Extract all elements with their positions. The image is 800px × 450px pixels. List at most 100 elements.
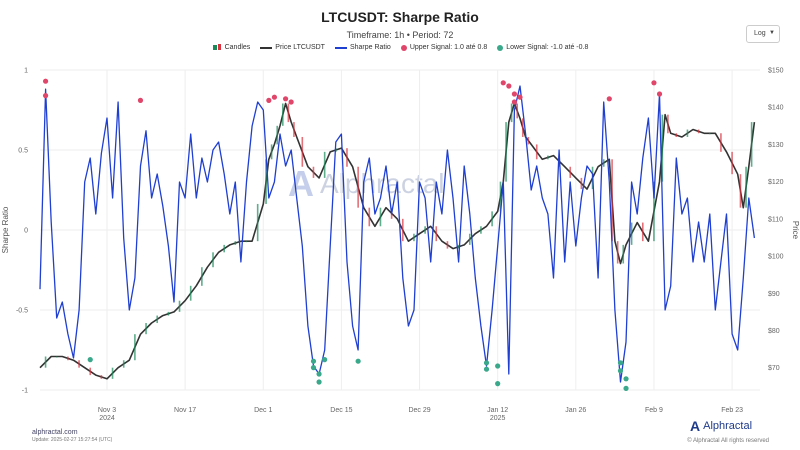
upper-signal-point [137,97,144,103]
legend-item-upper-signal[interactable]: Upper Signal: 1.0 até 0.8 [400,44,487,51]
upper-signal-point [266,97,272,103]
candle [100,375,103,379]
candle [750,122,753,167]
line-swatch-icon [334,46,347,49]
candle [499,181,502,212]
dot-swatch-icon [400,44,407,51]
candle [301,136,304,167]
candle [413,233,415,242]
y-axis-left: 1 0.5 0 -0.5 -1 [16,68,28,395]
legend-item-sharpe[interactable]: Sharpe Ratio [334,44,391,51]
candle [167,311,170,316]
x-tick-label: Jan 26 [565,407,586,414]
x-tick-year: 2024 [99,415,115,422]
legend-label: Price LTCUSDT [275,44,325,51]
upper-signal-point [651,80,657,86]
x-tick-label: Dec 15 [330,407,352,414]
candle [616,241,619,264]
price-line [39,102,756,380]
candle [424,226,426,234]
candle [661,114,664,182]
upper-signal-point [517,94,523,100]
upper-signal-point [511,91,518,97]
upper-signal-point [288,99,294,105]
copyright: © Alphractal All rights reserved [687,438,769,444]
footer-site[interactable]: alphractal.com [32,429,78,436]
candle [281,103,284,126]
line-swatch-icon [260,46,273,49]
legend-label: Lower Signal: -1.0 até -0.8 [506,44,589,51]
upper-signal-point [511,99,518,105]
y-right-tick-label: $110 [768,216,783,223]
scale-select[interactable]: Log ▼ [746,25,780,43]
candle [457,244,460,249]
brand-name: Alphractal [703,420,753,432]
legend-item-lower-signal[interactable]: Lower Signal: -1.0 até -0.8 [497,44,588,51]
candle [111,367,114,379]
candle [580,177,583,190]
legend: Candles Price LTCUSDT Sharpe Ratio Upper… [0,44,800,51]
candle [368,207,371,227]
brand-logo: A Alphractal [690,418,752,434]
upper-signal-point [42,93,49,99]
candle [312,166,315,178]
dot-swatch-icon [497,44,504,51]
candle [630,222,633,245]
candle [212,252,214,268]
y-right-tick-label: $140 [768,105,784,112]
alphractal-logo-icon: A [288,163,314,204]
x-tick-label: Feb 23 [721,407,743,414]
candle [346,148,348,167]
footer-updated: Update: 2025-02-27 15:27:54 (UTC) [32,437,113,443]
candle [276,125,279,145]
candle [446,241,449,249]
lower-signal-point [355,358,361,364]
y-left-tick-label: -1 [22,388,28,395]
x-tick-label: Dec 1 [254,407,272,414]
y-axis-left-title: Sharpe Ratio [1,206,10,253]
lower-signal-point [316,371,322,377]
candle [201,267,203,286]
candle [641,222,644,242]
scale-select-value: Log [754,30,766,37]
candle [293,122,295,137]
candle [569,166,572,178]
y-right-tick-label: $100 [768,254,784,261]
candle [491,211,493,227]
footer-source: alphractal.com Update: 2025-02-27 15:27:… [32,429,112,443]
candle [234,241,237,245]
y-right-tick-label: $150 [768,68,784,75]
candle [256,203,259,242]
sharpe-ratio-line [39,85,756,383]
candle [535,144,538,160]
candle [78,360,80,368]
upper-signal-point [506,83,512,89]
candle [653,181,655,242]
lower-signal-point [316,379,322,385]
y-left-tick-label: 0.5 [18,148,28,155]
legend-item-price[interactable]: Price LTCUSDT [260,44,325,51]
candle [739,174,742,208]
candle [178,300,181,312]
lower-signal-point [495,381,501,387]
y-axis-right-title: Price [791,221,800,240]
candle [270,144,273,160]
upper-signal-point [42,78,49,84]
candle [287,103,290,123]
chart-subtitle: Timeframe: 1h • Period: 72 [346,30,454,40]
candle [675,133,678,137]
y-axis-right: $150 $140 $130 $120 $110 $100 $90 $80 $70 [768,68,784,373]
y-right-tick-label: $90 [768,291,780,298]
candle [379,207,382,227]
watermark: A Alphractal [288,163,445,205]
y-right-tick-label: $80 [768,328,780,335]
candle [547,155,549,160]
lower-signal-point [495,363,501,369]
plot-area [39,78,756,391]
legend-item-candles[interactable]: Candles [212,44,250,51]
y-right-tick-label: $120 [768,179,784,186]
y-left-tick-label: 1 [24,68,28,75]
candle [189,285,192,301]
lower-signal-point [87,357,93,363]
